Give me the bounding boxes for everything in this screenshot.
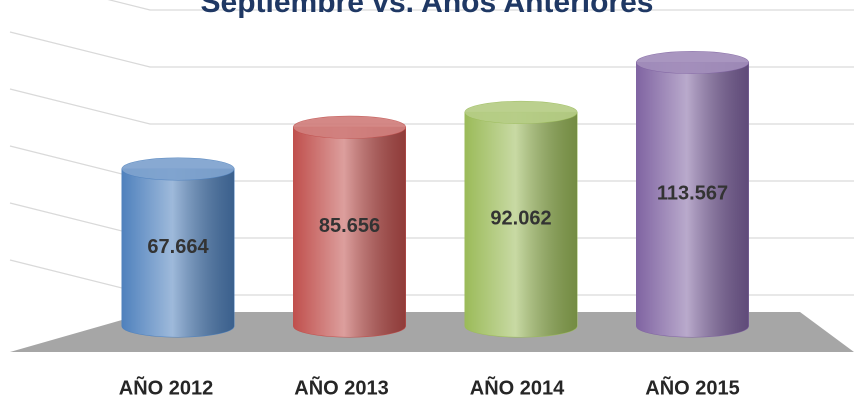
cylinder-top — [293, 115, 406, 139]
cylinder-shade — [636, 62, 749, 337]
x-tick-label: AÑO 2012 — [119, 376, 214, 399]
cylinder-shade — [122, 169, 234, 337]
cylinder-shade — [465, 112, 577, 337]
cylinder — [293, 115, 406, 338]
grid-line — [9, 88, 854, 125]
data-label: 113.567 — [657, 183, 728, 205]
x-tick-label: AÑO 2013 — [294, 376, 389, 399]
cylinder-top-light — [122, 158, 234, 181]
grid-line — [107, 0, 854, 11]
cylinder — [464, 100, 578, 338]
cylinder-shade — [293, 127, 406, 337]
data-label: 92.062 — [490, 207, 551, 229]
cylinder — [636, 51, 749, 338]
data-label: 67.664 — [147, 236, 209, 258]
cylinder-top — [121, 157, 235, 181]
x-tick-label: AÑO 2014 — [470, 376, 565, 399]
cylinder-top — [636, 51, 749, 75]
cylinder — [121, 157, 235, 338]
x-tick-label: AÑO 2015 — [645, 376, 740, 399]
cylinder-top-light — [465, 101, 577, 124]
data-label: 85.656 — [319, 215, 380, 237]
cylinder-top-light — [636, 51, 749, 74]
grid-line — [9, 31, 854, 68]
chart-title: Septiembre vs. Años Anteriores — [201, 0, 654, 19]
cylinder-top — [464, 100, 578, 124]
cylinder-top-light — [293, 116, 406, 139]
